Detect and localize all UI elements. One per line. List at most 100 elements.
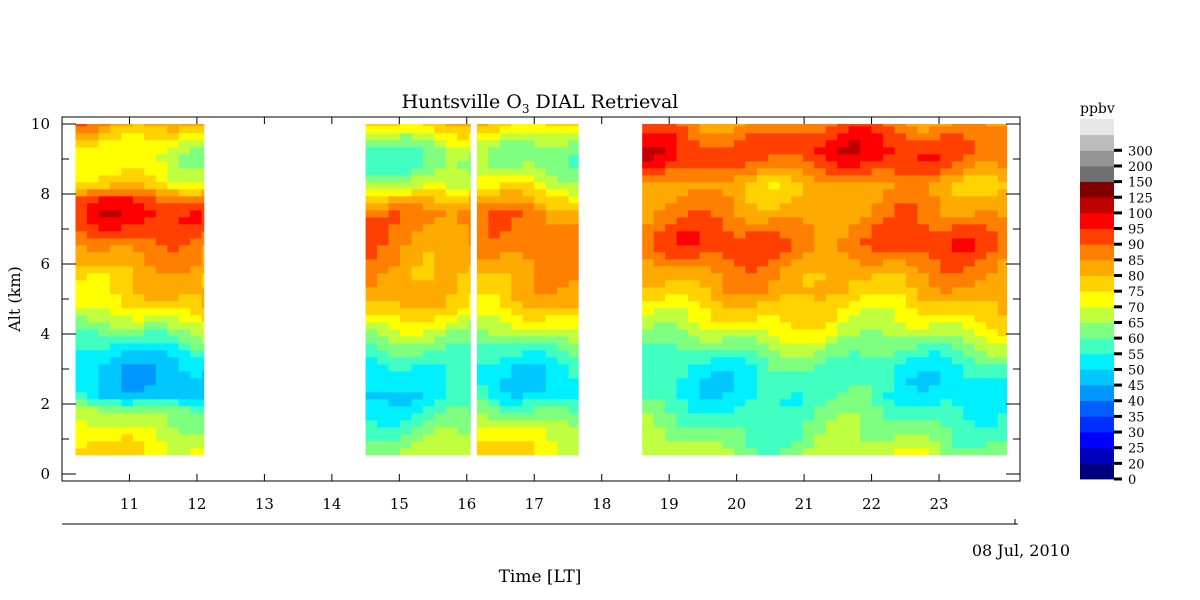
heatmap-cell (109, 244, 122, 253)
heatmap-cell (511, 174, 524, 183)
heatmap-cell (411, 440, 424, 449)
heatmap-cell (155, 181, 168, 190)
heatmap-cell (201, 124, 205, 127)
heatmap-cell (986, 139, 999, 148)
heatmap-cell (848, 244, 861, 253)
heatmap-cell (190, 335, 203, 344)
heatmap-cell (534, 244, 547, 253)
heatmap-cell (132, 426, 145, 435)
heatmap-cell (167, 426, 180, 435)
heatmap-cell (883, 328, 896, 337)
heatmap-cell (457, 124, 470, 127)
heatmap-cell (86, 328, 100, 337)
heatmap-cell (676, 321, 689, 330)
heatmap-cell (75, 251, 88, 260)
heatmap-cell (928, 412, 941, 421)
heatmap-cell (665, 272, 678, 281)
heatmap-cell (434, 335, 447, 344)
heatmap-cell (86, 272, 100, 281)
heatmap-cell (722, 244, 735, 253)
heatmap-cell (768, 286, 781, 295)
heatmap-cell (190, 300, 203, 309)
heatmap-cell (434, 300, 447, 309)
heatmap-cell (676, 216, 689, 225)
heatmap-cell (676, 174, 689, 183)
heatmap-cell (951, 293, 964, 302)
heatmap-cell (457, 202, 470, 211)
heatmap-cell (534, 265, 547, 274)
heatmap-cell (699, 307, 712, 316)
heatmap-cell (802, 293, 815, 302)
heatmap-cell (825, 202, 838, 211)
heatmap-cell (545, 377, 558, 386)
heatmap-cell (534, 181, 547, 190)
heatmap-cell (568, 244, 579, 253)
colorbar-label: 70 (1128, 301, 1145, 316)
heatmap-cell (201, 167, 205, 176)
heatmap-cell (109, 447, 122, 456)
heatmap-cell (201, 181, 205, 190)
heatmap-cell (534, 286, 547, 295)
heatmap-cell (476, 272, 489, 281)
heatmap-cell (653, 265, 666, 274)
heatmap-cell (144, 391, 157, 400)
heatmap-cell (422, 181, 436, 190)
heatmap-cell (894, 181, 907, 190)
heatmap-cell (894, 216, 907, 225)
heatmap-cell (98, 209, 111, 218)
heatmap-cell (522, 272, 535, 281)
heatmap-cell (871, 293, 884, 302)
heatmap-cell (745, 125, 758, 134)
heatmap-cell (511, 356, 524, 365)
heatmap-cell (377, 188, 390, 197)
heatmap-cell (522, 412, 535, 421)
heatmap-cell (545, 405, 558, 414)
heatmap-cell (722, 335, 735, 344)
heatmap-cell (178, 419, 191, 428)
heatmap-cell (860, 146, 873, 155)
heatmap-cell (974, 279, 987, 288)
heatmap-cell (963, 265, 976, 274)
heatmap-cell (422, 244, 436, 253)
heatmap-cell (132, 286, 145, 295)
heatmap-cell (768, 377, 781, 386)
heatmap-cell (791, 244, 804, 253)
heatmap-cell (653, 124, 666, 127)
heatmap-cell (534, 300, 547, 309)
heatmap-cell (997, 272, 1008, 281)
heatmap-cell (132, 181, 145, 190)
heatmap-cell (665, 328, 678, 337)
heatmap-cell (365, 391, 378, 400)
heatmap-cell (722, 384, 735, 393)
heatmap-cell (733, 279, 747, 288)
heatmap-cell (86, 419, 100, 428)
heatmap-cell (940, 174, 953, 183)
heatmap-cell (837, 433, 850, 442)
heatmap-cell (711, 398, 724, 407)
heatmap-cell (545, 181, 558, 190)
heatmap-cell (894, 258, 907, 267)
heatmap-cell (837, 124, 850, 127)
heatmap-cell (905, 279, 919, 288)
heatmap-cell (848, 398, 861, 407)
heatmap-cell (178, 447, 191, 456)
heatmap-cell (871, 209, 884, 218)
heatmap-cell (132, 125, 145, 134)
heatmap-cell (109, 251, 122, 260)
heatmap-cell (109, 377, 122, 386)
heatmap-cell (917, 433, 930, 442)
heatmap-cell (917, 293, 930, 302)
heatmap-cell (445, 237, 458, 246)
heatmap-cell (883, 125, 896, 134)
heatmap-cell (167, 223, 180, 232)
heatmap-cell (986, 433, 999, 442)
heatmap-cell (848, 153, 861, 162)
heatmap-cell (825, 237, 838, 246)
heatmap-cell (802, 160, 815, 169)
heatmap-cell (511, 279, 524, 288)
heatmap-cell (511, 335, 524, 344)
heatmap-cell (974, 223, 987, 232)
heatmap-cell (167, 202, 180, 211)
heatmap-cell (178, 230, 191, 239)
heatmap-cell (568, 321, 579, 330)
